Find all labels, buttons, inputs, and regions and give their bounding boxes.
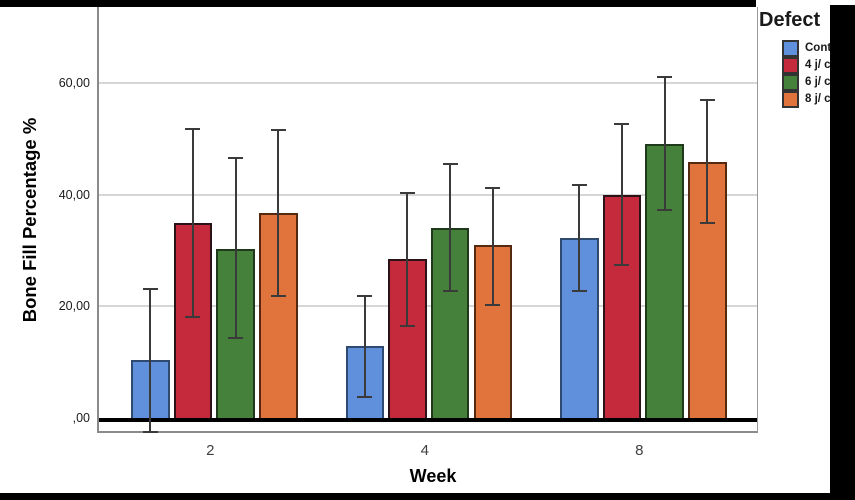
legend-item: 4 j/ c [782,56,831,74]
y-axis-title: Bone Fill Percentage % [19,117,40,323]
error-bar-cap-bottom [614,263,630,266]
error-bar-cap-bottom [228,336,244,339]
error-bar-cap-bottom [142,430,158,433]
error-bar-cap-bottom [185,316,201,319]
x-tick-label-week-8: 8 [635,442,644,459]
gridline-20 [99,305,757,308]
legend-swatch-8jc [782,90,799,108]
legend-item: 8 j/ c [782,90,831,108]
black-crop-bar-bottom [0,493,855,500]
error-bar-cap-top [699,99,715,102]
black-crop-bar-right [830,5,855,500]
x-tick-label-week-2: 2 [206,442,215,459]
legend-item-label: Cont [805,42,832,54]
y-tick-label: 20,00 [58,299,90,314]
error-bar-cap-top [142,287,158,290]
black-crop-bar-top [0,0,756,7]
error-bar-cap-top [657,76,673,79]
error-bar-cap-bottom [571,290,587,293]
error-bar-cap-bottom [485,303,501,306]
y-tick-label: 40,00 [58,187,90,202]
error-bar-line [449,163,452,293]
legend-items: Cont 4 j/ c 6 j/ c 8 j/ c [782,39,832,109]
error-bar-line [406,192,409,327]
legend-item: 6 j/ c [782,73,831,91]
zero-baseline [99,418,757,422]
error-bar-cap-bottom [270,294,286,297]
error-bar-cap-top [485,187,501,190]
error-bar-line [706,99,709,224]
legend-item-label: 8 j/ c [805,93,831,105]
error-bar-cap-top [614,122,630,125]
error-bar-cap-top [357,295,373,298]
gridline-60 [99,82,757,84]
error-bar-line [620,122,623,266]
gridline-40 [99,193,757,196]
legend-swatch-cont [782,39,799,57]
legend-item-label: 4 j/ c [805,59,831,71]
error-bar-line [363,295,366,398]
error-bar-line [277,128,280,297]
error-bar-line [578,184,581,293]
x-tick-label-week-4: 4 [420,442,429,459]
error-bar-line [663,76,666,212]
error-bar-cap-top [571,184,587,187]
legend-title: Defect [759,9,821,31]
legend: Defect Cont 4 j/ c 6 j/ c 8 j/ c [759,9,831,108]
error-bar-cap-bottom [699,221,715,224]
y-tick-label: 60,00 [58,76,90,90]
error-bar-cap-bottom [442,290,458,293]
y-tick-label: ,00 [72,411,90,425]
legend-item: Cont [782,39,832,57]
error-bar-line [234,156,237,339]
error-bar-line [191,127,194,319]
x-axis-title: Week [409,466,457,486]
plot-area [97,7,758,433]
error-bar-cap-top [185,127,201,130]
error-bar-line [149,287,152,433]
legend-swatch-6jc [782,73,799,91]
error-bar-cap-top [399,192,415,195]
legend-swatch-4jc [782,56,799,74]
error-bar-cap-bottom [399,324,415,327]
error-bar-cap-bottom [657,209,673,212]
error-bar-cap-top [228,156,244,159]
error-bar-line [491,187,494,306]
legend-item-label: 6 j/ c [805,76,831,88]
error-bar-cap-bottom [357,395,373,398]
error-bar-cap-top [442,163,458,166]
error-bar-cap-top [270,128,286,131]
